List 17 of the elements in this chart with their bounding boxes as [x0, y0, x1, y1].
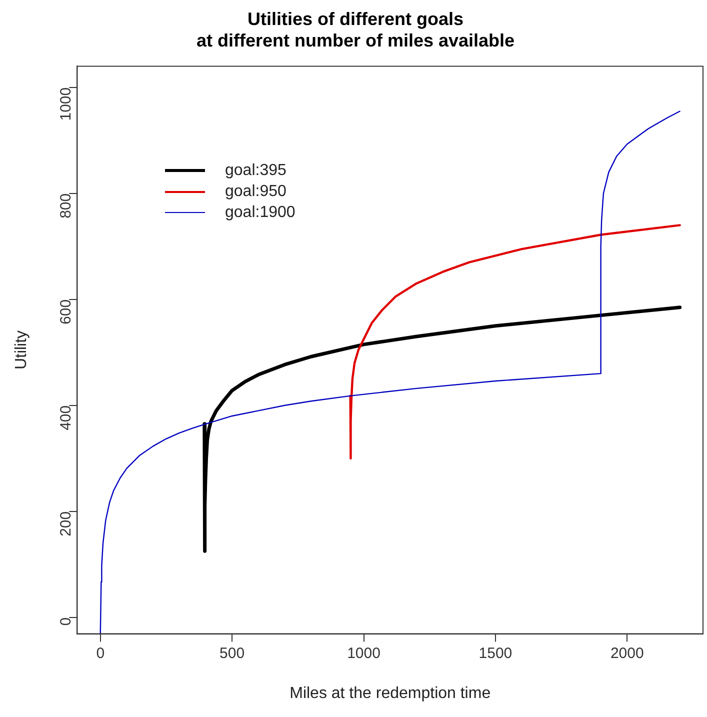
x-tick-label: 1000 [347, 644, 380, 662]
x-tick-label: 0 [96, 644, 105, 662]
x-tick-label: 500 [220, 644, 245, 662]
y-tick-label: 0 [57, 617, 74, 626]
chart-title: Utilities of different goals at different number of miles available [196, 8, 515, 50]
legend-label: goal:950 [225, 183, 286, 200]
x-tick-label: 1500 [478, 644, 512, 662]
y-tick-label: 1000 [57, 87, 74, 121]
y-axis-title: Utility [13, 330, 30, 370]
legend-label: goal:395 [225, 162, 286, 179]
legend-label: goal:1900 [225, 204, 296, 221]
y-tick-label: 400 [57, 405, 74, 430]
y-tick-label: 200 [57, 511, 74, 536]
y-tick-label: 600 [57, 299, 74, 324]
x-axis-title: Miles at the redemption time [290, 684, 491, 702]
y-tick-label: 800 [57, 193, 74, 218]
x-tick-label: 2000 [610, 644, 644, 662]
